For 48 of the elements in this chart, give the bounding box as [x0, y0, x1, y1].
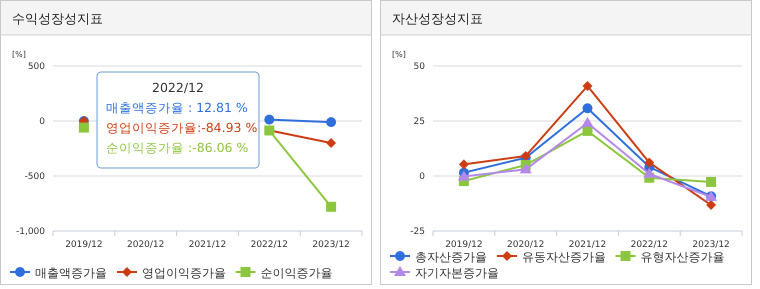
y-tick-label: 50: [414, 62, 426, 72]
point: [458, 170, 470, 180]
x-tick-label: 2020/12: [507, 240, 544, 250]
y-tick-label: 0: [419, 172, 426, 182]
point: [326, 138, 336, 148]
y-axis-title: [%]: [392, 50, 406, 59]
legend-label: 총자산증가율: [415, 250, 487, 264]
point: [706, 176, 716, 187]
point: [458, 159, 469, 170]
point: [326, 202, 336, 212]
chart-title: 수익성장성지표: [12, 12, 103, 27]
point: [520, 163, 532, 174]
y-axis-title: [%]: [12, 50, 26, 59]
y-tick-label: -1,000: [16, 227, 46, 237]
x-tick-label: 2019/12: [65, 240, 103, 250]
legend-label: 유동자산증가율: [522, 250, 606, 264]
legend-label: 순이익증가율: [260, 266, 332, 280]
annotation: 영업이익증가율:-84.93 %: [106, 120, 258, 135]
annotation: 2022/12: [152, 80, 204, 95]
legend-label: 유형자산증가율: [640, 250, 724, 264]
legend-label: 영업이익증가율: [142, 266, 226, 280]
y-tick-label: 500: [28, 62, 46, 72]
x-tick-label: 2019/12: [445, 240, 483, 250]
x-tick-label: 2022/12: [630, 240, 668, 250]
y-tick-label: 25: [414, 117, 425, 127]
x-tick-label: 2021/12: [188, 240, 226, 250]
annotation: 순이익증가율 :-86.06 %: [106, 140, 248, 155]
point: [264, 114, 274, 125]
point: [643, 168, 656, 178]
x-tick-label: 2023/12: [312, 240, 350, 250]
point: [326, 117, 336, 128]
point: [582, 81, 592, 92]
y-tick-label: 0: [39, 117, 46, 127]
legend-label: 자기자본증가율: [415, 266, 499, 280]
point: [706, 200, 716, 210]
point: [78, 122, 89, 133]
x-tick-label: 2023/12: [692, 240, 730, 250]
point: [582, 116, 594, 127]
point: [582, 103, 592, 114]
x-tick-label: 2021/12: [568, 240, 606, 250]
x-tick-label: 2020/12: [127, 240, 164, 250]
legend-label: 매출액증가율: [35, 266, 107, 280]
point: [644, 158, 654, 168]
annotation: 매출액증가율 : 12.81 %: [106, 100, 248, 115]
y-tick-label: -25: [410, 227, 425, 237]
chart-title: 자산성장성지표: [392, 12, 483, 27]
y-tick-label: -500: [24, 172, 46, 182]
x-tick-label: 2022/12: [250, 240, 288, 250]
